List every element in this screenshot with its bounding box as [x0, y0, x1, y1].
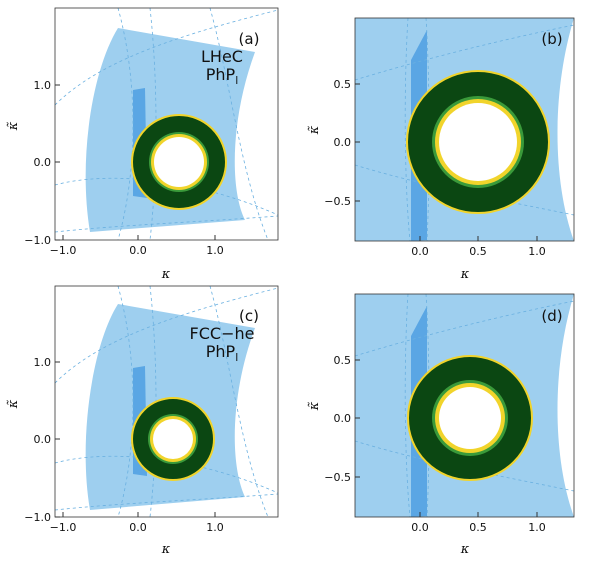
ring: [407, 355, 533, 481]
y-ticks: 1.0 0.0 −1.0: [24, 79, 60, 247]
axes-frame: [54, 7, 279, 241]
x-tick-label: 0.0: [129, 521, 147, 534]
x-tick-label: 0.0: [411, 245, 429, 258]
y-tick-label: 0.0: [34, 156, 52, 169]
y-tick-label: 0.0: [334, 412, 352, 425]
y-ticks: 0.5 0.0 −0.5: [324, 354, 360, 484]
y-tick-label: −1.0: [24, 511, 51, 524]
axes-frame: [54, 285, 279, 518]
y-axis-title: κ̃: [6, 399, 21, 409]
annotation-line2: PhPl: [206, 342, 239, 364]
panel-d: 0.0 0.5 1.0 0.5 0.0 −0.5 κ κ̃ (d): [307, 293, 575, 557]
y-axis-title: κ̃: [307, 125, 322, 135]
x-axis-title: κ: [161, 267, 171, 282]
annotation-line1: LHeC: [201, 47, 243, 66]
y-tick-label: 0.0: [34, 433, 52, 446]
x-ticks: 0.0 0.5 1.0: [411, 512, 546, 534]
x-tick-label: 1.0: [206, 521, 224, 534]
x-ticks: −1.0 0.0 1.0: [50, 512, 224, 534]
axes-frame: [354, 17, 575, 242]
y-tick-label: 1.0: [34, 79, 52, 92]
axes-frame: [354, 293, 575, 518]
x-tick-label: 0.0: [129, 244, 147, 257]
x-tick-label: 1.0: [528, 521, 546, 534]
ring: [131, 114, 227, 210]
annotation-line1: FCC−he: [190, 324, 255, 343]
y-tick-label: −0.5: [324, 195, 351, 208]
annotation-line2: PhPl: [206, 65, 239, 87]
x-tick-label: 1.0: [528, 245, 546, 258]
y-tick-label: 0.0: [334, 136, 352, 149]
x-axis-title: κ: [460, 267, 470, 282]
panel-label: (c): [239, 307, 259, 325]
x-axis-title: κ: [460, 542, 470, 557]
ring-hole: [153, 419, 193, 459]
x-tick-label: −1.0: [50, 244, 77, 257]
panel-c: −1.0 0.0 1.0 1.0 0.0 −1.0 κ κ̃ (c) FCC−h…: [6, 285, 279, 557]
x-tick-label: 0.5: [469, 521, 487, 534]
y-tick-label: 1.0: [34, 356, 52, 369]
y-tick-label: −0.5: [324, 471, 351, 484]
y-axis-title: κ̃: [307, 401, 322, 411]
ring: [406, 70, 550, 214]
panel-a: −1.0 0.0 1.0 1.0 0.0 −1.0 κ κ̃ (a) LHeC …: [6, 7, 279, 282]
panel-b: 0.0 0.5 1.0 0.5 0.0 −0.5 κ κ̃ (b): [307, 17, 575, 282]
y-tick-label: 0.5: [334, 78, 352, 91]
x-tick-label: 1.0: [206, 244, 224, 257]
panel-label: (d): [541, 307, 562, 325]
x-tick-label: −1.0: [50, 521, 77, 534]
y-tick-label: −1.0: [24, 234, 51, 247]
x-ticks: −1.0 0.0 1.0: [50, 235, 224, 257]
ring-hole: [439, 103, 517, 181]
y-axis-title: κ̃: [6, 121, 21, 131]
y-ticks: 1.0 0.0 −1.0: [24, 356, 60, 524]
x-tick-label: 0.5: [469, 245, 487, 258]
panel-label: (a): [239, 30, 260, 48]
panel-label: (b): [541, 30, 562, 48]
y-ticks: 0.5 0.0 −0.5: [324, 78, 360, 208]
y-tick-label: 0.5: [334, 354, 352, 367]
x-ticks: 0.0 0.5 1.0: [411, 236, 546, 258]
x-tick-label: 0.0: [411, 521, 429, 534]
ring: [131, 397, 215, 481]
ring-hole: [154, 137, 204, 187]
ring-hole: [439, 387, 501, 449]
x-axis-title: κ: [161, 542, 171, 557]
